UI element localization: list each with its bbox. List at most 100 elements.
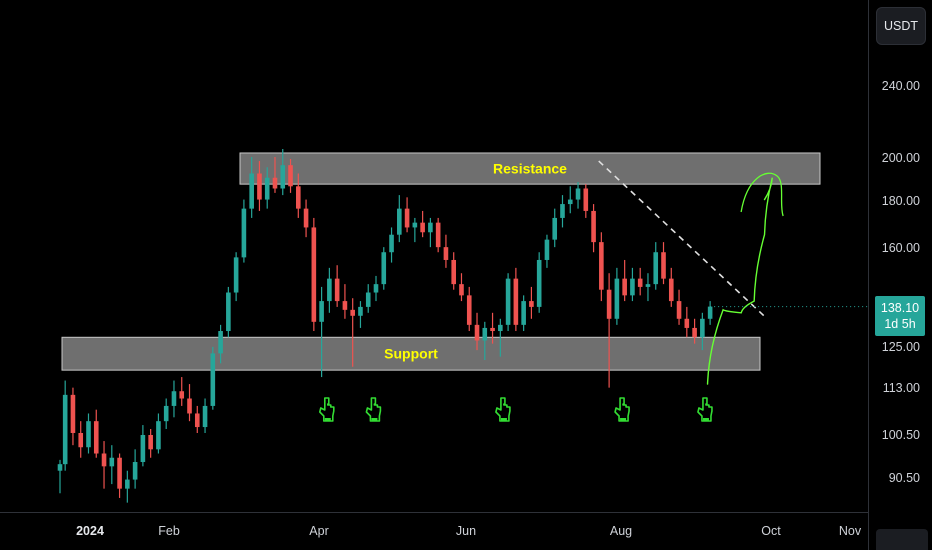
candle [179,377,185,406]
candle [668,267,674,307]
candle-body [101,453,107,467]
candle [57,459,63,494]
candle [614,267,620,325]
hand-outline [365,397,382,422]
candle-body [163,405,169,422]
candle [148,429,153,458]
candle [93,409,99,458]
candle-body [342,301,348,310]
candle [544,234,550,268]
candle-body [583,188,589,211]
candle [412,217,418,243]
candle-body [249,173,254,209]
candle [637,267,643,296]
candle-body [692,327,697,338]
time-tick: Nov [838,524,862,538]
candle [78,421,84,458]
price-tick: 180.00 [881,194,920,208]
candle [109,445,115,485]
candle-body [428,222,433,233]
candle [334,265,340,307]
candle-body [544,239,550,260]
candle [117,453,122,498]
candle-body [560,204,565,218]
candle-body [529,301,534,307]
hand-outline [614,397,630,422]
candle-body [404,208,410,228]
candle-body [358,306,363,316]
candle [397,195,402,243]
candle [365,284,371,313]
candle-body [210,353,216,406]
candle [684,306,690,338]
candle-body [303,208,309,228]
candle [264,167,270,209]
candle-body [606,289,612,319]
candle-body [591,210,596,243]
candle [443,234,449,268]
candle-body [241,208,247,258]
candle-body [218,331,223,354]
candle-body [505,278,511,325]
candle [350,298,355,367]
candle [498,318,503,357]
candle-body [365,292,371,307]
candle [311,217,317,332]
candle [202,398,208,433]
axis-settings-button[interactable] [876,529,928,550]
hand-cuff [324,418,331,421]
candle-body [435,222,441,248]
hand-outline [495,397,511,422]
candle-body [420,222,425,233]
candle-body [179,391,185,399]
candle-body [700,318,705,338]
candle [692,318,697,344]
candle [591,204,596,253]
currency-button[interactable]: USDT [876,7,926,45]
candle-body [264,177,270,200]
candle-body [552,217,558,240]
candle-body [630,278,635,296]
candle-body [599,242,604,290]
hand-outline [697,397,713,422]
time-tick: Oct [761,524,781,538]
candle [482,321,488,361]
candle [552,208,558,248]
candle-body [412,222,418,228]
time-tick: Aug [609,524,633,538]
candle [630,267,635,302]
candle [513,267,519,332]
candle-body [319,301,324,322]
candle-body [70,394,76,433]
descending-trendline [598,160,768,320]
candle [140,425,146,467]
candle-body [474,324,480,341]
candle-body [521,301,526,325]
candle [420,210,425,238]
candle [428,217,433,248]
hand-pointer-icon [495,397,511,422]
candle-body [637,278,643,287]
candle-body [78,432,84,448]
candle-body [676,301,682,319]
candle [536,252,542,313]
candle [187,384,192,422]
candle-body [381,252,387,285]
candle-body [156,421,161,450]
candle [466,286,472,332]
candle-body [226,292,231,332]
candle [319,286,324,378]
candle [389,227,394,263]
candle [249,157,254,218]
candle-body [280,165,286,189]
candle [295,173,301,218]
candle [303,199,309,238]
candle-body [295,186,301,209]
candle [505,273,511,332]
candle [226,286,231,338]
candle [474,312,480,351]
candle-body [567,199,573,205]
support-zone-label: Support [384,346,438,362]
